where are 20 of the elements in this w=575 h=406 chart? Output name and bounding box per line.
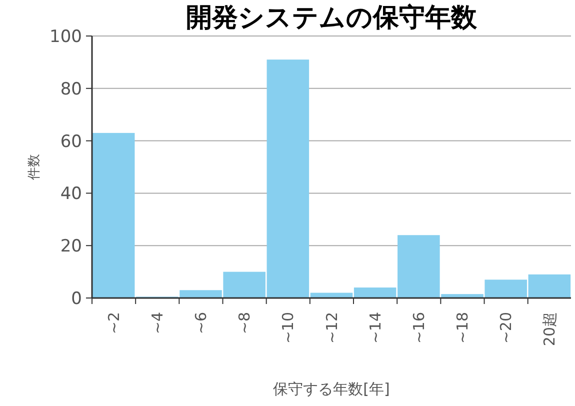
x-tick-label: 20超 <box>540 312 559 346</box>
y-tick-label: 40 <box>60 184 82 204</box>
y-axis-title: 件数 <box>27 154 42 180</box>
y-tick-label: 100 <box>50 26 82 47</box>
x-tick-label: ~18 <box>454 312 472 344</box>
x-tick-label: ~12 <box>322 312 341 344</box>
x-tick-label: ~14 <box>366 312 384 344</box>
x-tick-label: ~4 <box>148 312 166 334</box>
y-tick-label: 20 <box>60 236 82 257</box>
x-tick-label: ~20 <box>497 312 516 344</box>
x-tick-label: ~8 <box>236 312 254 334</box>
x-axis-title: 保守する年数[年] <box>273 380 390 398</box>
y-tick-label: 60 <box>60 132 82 152</box>
y-tick-label: 0 <box>71 288 82 309</box>
x-tick-label: ~10 <box>279 312 298 344</box>
x-tick-label: ~2 <box>104 312 123 334</box>
y-tick-label: 80 <box>60 79 82 100</box>
chart-title: 開発システムの保守年数 <box>186 3 478 33</box>
x-tick-label: ~6 <box>192 312 210 334</box>
x-tick-label: ~16 <box>410 312 428 344</box>
